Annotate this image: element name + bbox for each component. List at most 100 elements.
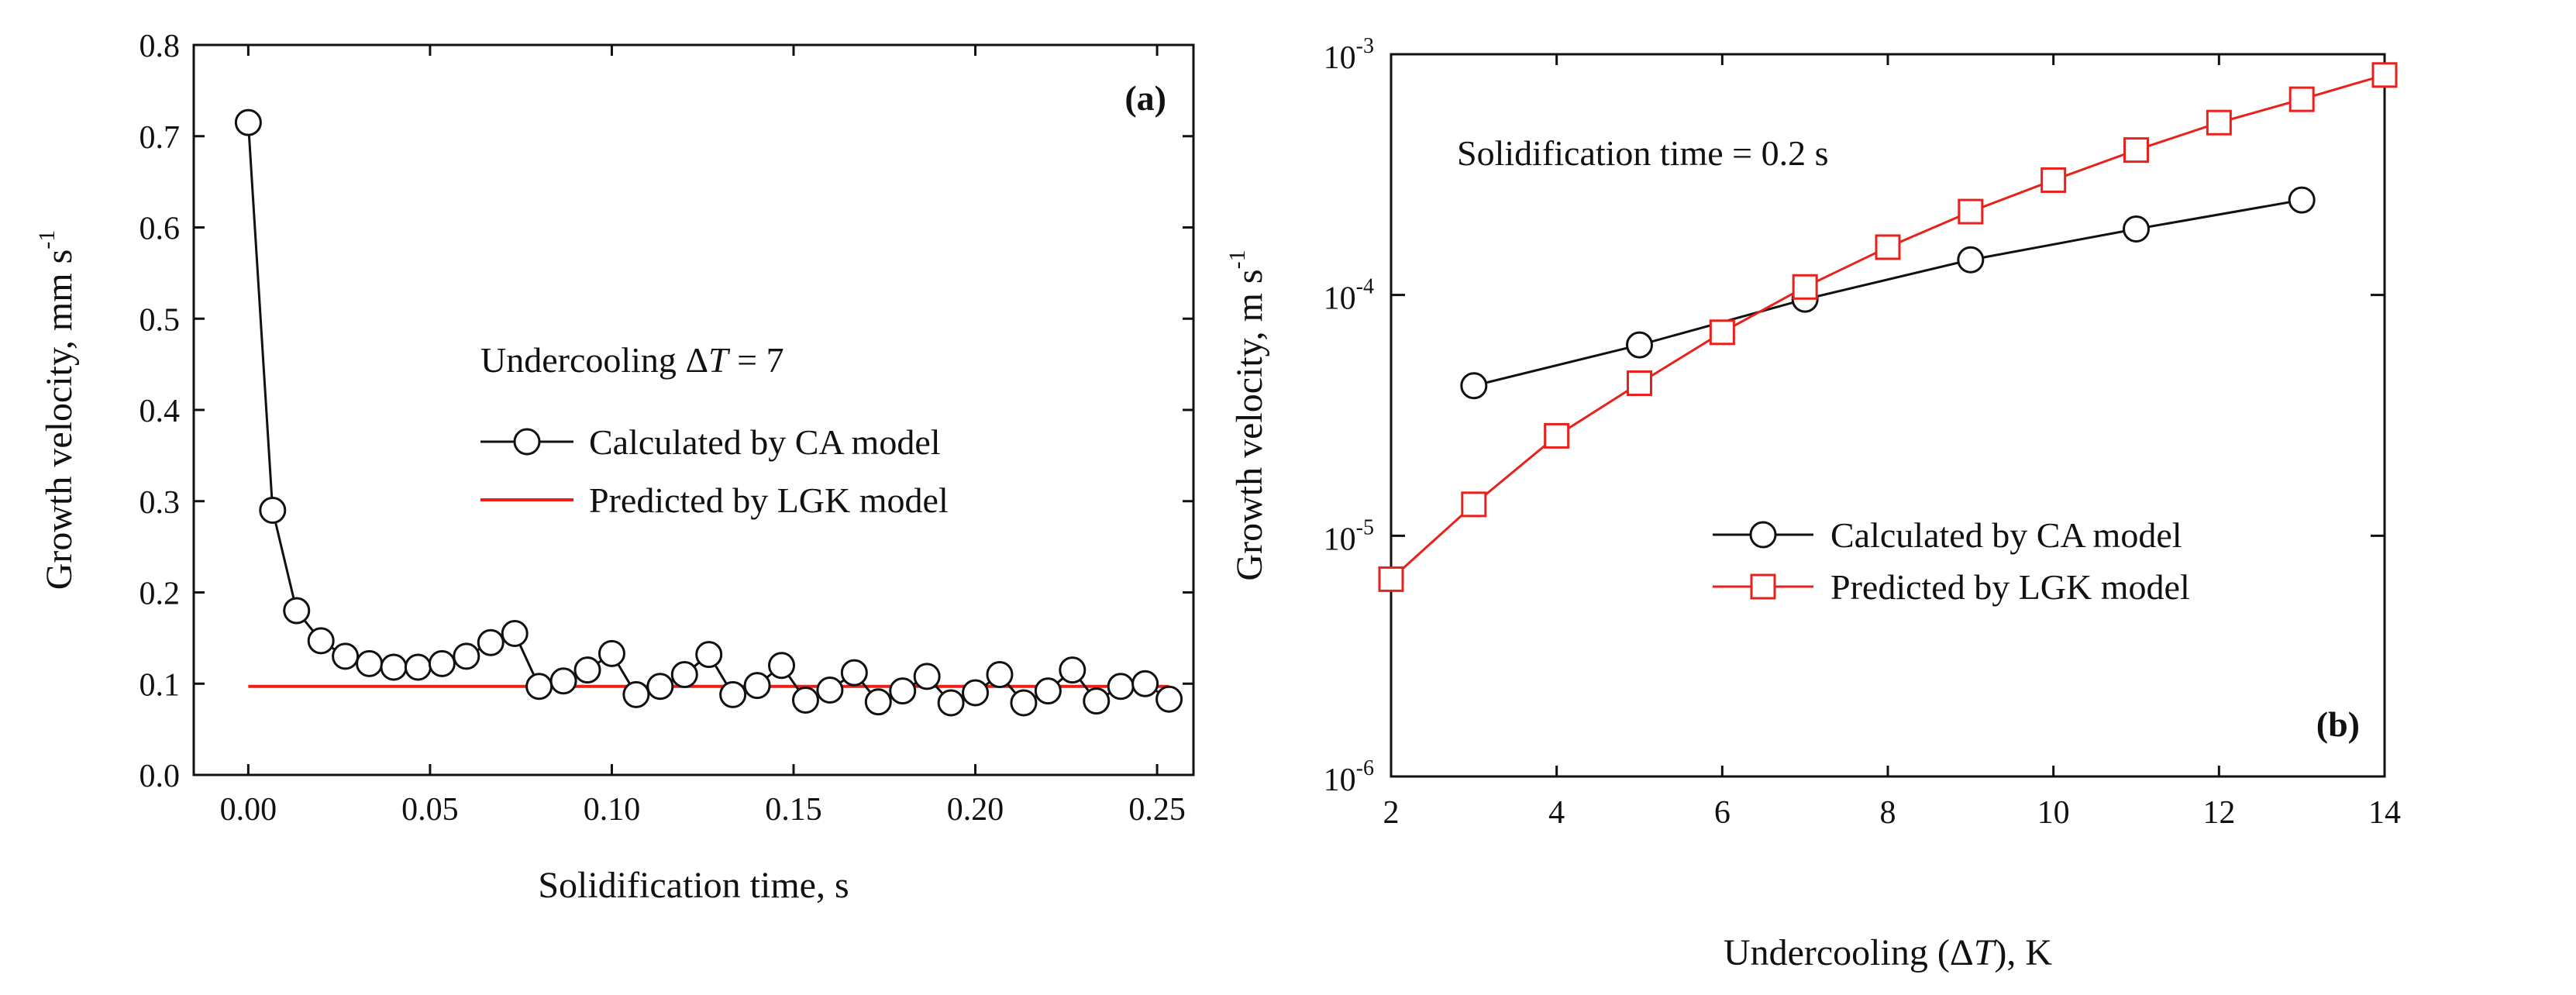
- panel-a-ca-point: [1059, 656, 1087, 684]
- panel-a-ca-point: [332, 642, 360, 670]
- panel-a-ca-point: [573, 656, 601, 684]
- panel-a-ca-point: [404, 653, 432, 681]
- panel-a-y-axis-title-sup: -1: [34, 230, 60, 250]
- panel-a-label: (a): [1124, 78, 1166, 118]
- panel-a-ca-point: [1131, 670, 1159, 697]
- panel-a-ca-point: [889, 677, 917, 705]
- panel-a-annotation: Undercooling ΔT = 7: [480, 340, 784, 380]
- panel-a-ca-point: [743, 672, 771, 700]
- panel-b-lgk-point: [1958, 198, 1984, 225]
- panel-b-x-tick-label: 14: [2368, 795, 2401, 831]
- panel-b-annotation: Solidification time = 0.2 s: [1457, 133, 1829, 173]
- panel-b-lgk-point: [1792, 274, 1818, 300]
- panel-b-y-axis-title-main: Growth velocity, m s: [1229, 269, 1270, 580]
- panel-a-ca-point: [840, 659, 868, 687]
- panel-b-series: [1378, 62, 2398, 592]
- panel-b-x-tick-label: 8: [1880, 795, 1896, 831]
- panel-a-ca-point: [1083, 687, 1111, 715]
- panel-a-chart: 0.00 0.05 0.10 0.15 0.20 0.25 0.0 0.1 0.2 0.3 0.4…: [34, 29, 1195, 906]
- panel-b-y-tick-label: 10-6: [1324, 756, 1374, 798]
- panel-b-x-tick-label: 6: [1714, 795, 1731, 831]
- panel-a-x-tick-label: 0.05: [401, 792, 459, 828]
- panel-b-chart: 2 4 6 8 10 12 14 10-6 10-5 10-4 10-3 (b) Solidifi…: [1224, 34, 2401, 973]
- panel-a-ca-point: [598, 639, 625, 667]
- panel-a-ca-point: [986, 660, 1014, 688]
- panel-a-ca-point: [913, 663, 941, 690]
- panel-a-y-tick-label: 0.0: [139, 759, 181, 794]
- panel-a-y-axis-title-main: Growth velocity, mm s: [39, 250, 80, 590]
- panel-a-ca-point: [234, 108, 262, 136]
- panel-a-legend-ca-marker: [513, 428, 541, 456]
- panel-a-ca-point: [791, 686, 819, 714]
- panel-a-y-tick-label: 0.6: [139, 212, 181, 247]
- panel-a-x-tick-label: 0.20: [947, 792, 1004, 828]
- panel-b-legend: Calculated by CA model Predicted by LGK …: [1713, 515, 2190, 607]
- panel-b-x-axis-title-unit: , K: [2006, 932, 2052, 973]
- panel-b-y-tick-label: 10-3: [1324, 34, 1374, 76]
- panel-a-annotation-prefix: Undercooling: [480, 340, 685, 380]
- panel-b-x-tick-label: 10: [2037, 795, 2070, 831]
- panel-a-ca-point: [768, 652, 796, 680]
- panel-a-ca-point: [864, 688, 892, 716]
- panel-a-y-tick-label: 0.5: [139, 302, 181, 338]
- panel-a-ca-point: [1034, 677, 1062, 705]
- panel-b-lgk-point: [1544, 422, 1570, 449]
- panel-a-x-tick-label: 0.10: [584, 792, 641, 828]
- panel-b-ca-point: [1626, 331, 1653, 359]
- panel-b-legend-ca-label: Calculated by CA model: [1830, 515, 2182, 555]
- panel-a-ca-point: [962, 679, 990, 707]
- panel-a-ca-point: [428, 649, 456, 677]
- panel-b-ca-point: [1957, 246, 1985, 274]
- panel-a-y-ticks: 0.0 0.1 0.2 0.3 0.4 0.5 0.6 0.7 0.8: [139, 29, 1193, 794]
- panel-a-series: [234, 108, 1183, 717]
- panel-b-y-axis-title: Growth velocity, m s-1: [1224, 250, 1270, 580]
- panel-a-ca-point: [1010, 689, 1038, 717]
- panel-a-y-tick-label: 0.7: [139, 120, 181, 156]
- panel-a-ca-point: [549, 667, 577, 695]
- panel-a-annotation-suffix: = 7: [728, 340, 784, 380]
- panel-b-lgk-point: [1709, 319, 1735, 346]
- panel-a-ca-point: [646, 673, 674, 701]
- panel-b-lgk-point: [2206, 109, 2232, 136]
- panel-a-legend-ca-label: Calculated by CA model: [589, 422, 941, 462]
- panel-b-y-tick-label: 10-4: [1324, 275, 1374, 317]
- panel-a-ca-point: [307, 627, 335, 655]
- panel-a-x-ticks: 0.00 0.05 0.10 0.15 0.20 0.25: [220, 45, 1186, 828]
- panel-b-ca-point: [2123, 215, 2150, 243]
- panel-b-label: (b): [2316, 704, 2360, 744]
- panel-b-lgk-point: [2040, 167, 2067, 193]
- panel-b-lgk-point: [2371, 62, 2398, 88]
- panel-a-y-tick-label: 0.8: [139, 29, 181, 64]
- panel-b-lgk-point: [1875, 234, 1901, 260]
- panel-a-series-ca-line: [246, 122, 1170, 704]
- panel-b-ca-point: [1460, 372, 1488, 400]
- panel-a-ca-point: [501, 619, 529, 647]
- panel-b-lgk-point: [2123, 137, 2149, 164]
- panel-a-ca-point: [622, 680, 650, 708]
- panel-b-y-tick-label: 10-5: [1324, 515, 1374, 557]
- panel-b-x-axis-title-close: ): [1994, 932, 2006, 973]
- panel-a-ca-point: [1155, 685, 1183, 713]
- panel-a-ca-point: [525, 673, 553, 701]
- panel-b-y-ticks: 10-6 10-5 10-4 10-3: [1324, 34, 2385, 798]
- panel-b-lgk-point: [2288, 86, 2315, 112]
- panel-b-x-axis-title-open: (: [1937, 932, 1950, 973]
- panel-b-legend-ca-marker: [1749, 521, 1777, 549]
- panel-a-ca-point: [816, 676, 844, 704]
- panel-b-lgk-point: [1627, 370, 1652, 397]
- panel-a-y-tick-label: 0.4: [139, 394, 181, 429]
- panel-a-ca-point: [937, 689, 965, 717]
- panel-a-annotation-delta: Δ: [685, 340, 708, 380]
- panel-a-legend: Calculated by CA model Predicted by LGK …: [480, 422, 949, 520]
- panel-a-x-tick-label: 0.15: [765, 792, 822, 828]
- panel-a-y-tick-label: 0.2: [139, 577, 181, 612]
- panel-b-ca-point: [2288, 186, 2316, 214]
- panel-a-ca-point: [1107, 673, 1135, 701]
- panel-a-ca-point: [453, 642, 480, 670]
- panel-b-legend-lgk-marker: [1750, 573, 1776, 600]
- panel-a-ca-point: [477, 628, 505, 656]
- panel-a-legend-lgk-label: Predicted by LGK model: [589, 480, 949, 520]
- panel-a-x-tick-label: 0.00: [220, 792, 277, 828]
- panel-a-ca-point: [356, 649, 384, 677]
